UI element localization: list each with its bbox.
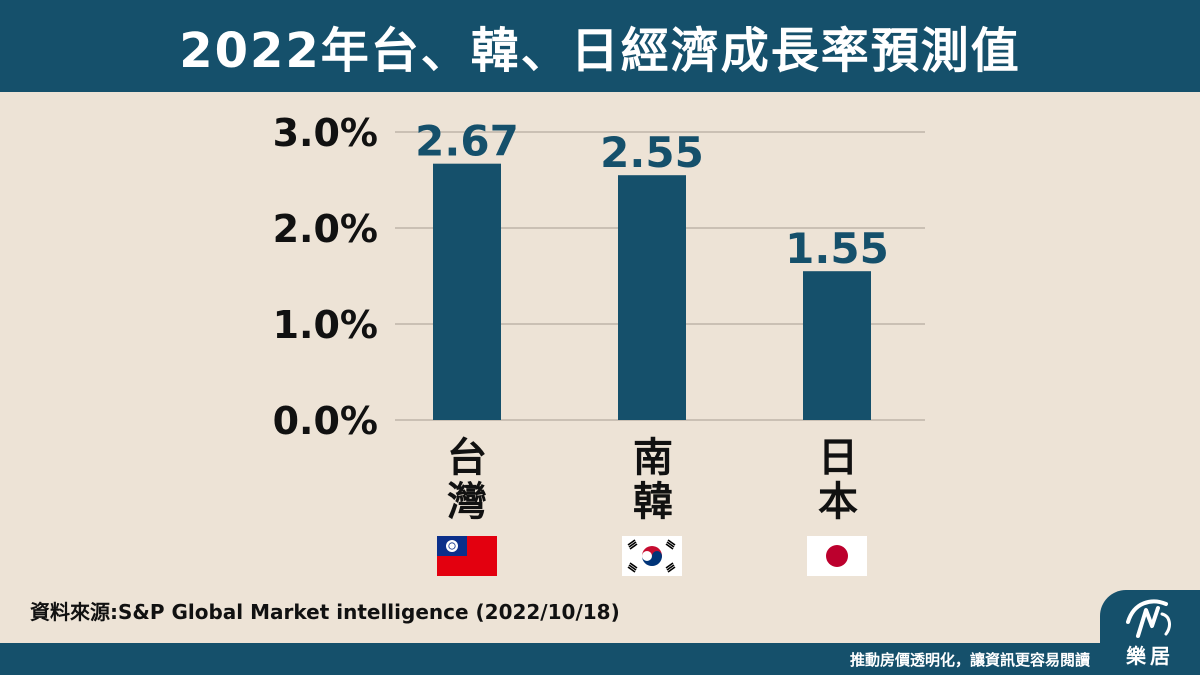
japan-flag-icon	[807, 536, 867, 576]
x-label-taiwan: 台灣	[447, 435, 487, 525]
taiwan-flag-icon	[437, 536, 497, 576]
bar-value-label-0: 2.67	[415, 117, 519, 166]
bar-chart: 0.0% 1.0% 2.0% 3.0% 2.67 2.55 1.55 台灣 南韓 日本	[0, 92, 1200, 592]
brand-logo: 樂居	[1100, 590, 1200, 675]
y-tick-label: 3.0%	[273, 111, 378, 155]
footer-bar	[0, 643, 1200, 675]
south-korea-flag-icon	[622, 536, 682, 576]
bar-0	[433, 163, 501, 420]
logo-icon	[1126, 599, 1171, 638]
logo-text: 樂居	[1126, 644, 1174, 668]
chart-svg: 0.0% 1.0% 2.0% 3.0% 2.67 2.55 1.55	[273, 111, 925, 443]
bar-1	[618, 175, 686, 420]
bar-value-label-2: 1.55	[785, 224, 889, 273]
y-tick-label: 0.0%	[273, 399, 378, 443]
x-label-south-korea: 南韓	[633, 435, 673, 525]
page-title: 2022年台、韓、日經濟成長率預測值	[0, 0, 1200, 92]
x-label-japan: 日本	[818, 435, 858, 525]
footer-slogan: 推動房價透明化，讓資訊更容易閱讀	[849, 651, 1090, 669]
source-note: 資料來源:S&P Global Market intelligence (202…	[30, 600, 620, 624]
y-tick-label: 2.0%	[273, 207, 378, 251]
y-tick-label: 1.0%	[273, 303, 378, 347]
bar-2	[803, 271, 871, 420]
bar-value-label-1: 2.55	[600, 128, 704, 177]
